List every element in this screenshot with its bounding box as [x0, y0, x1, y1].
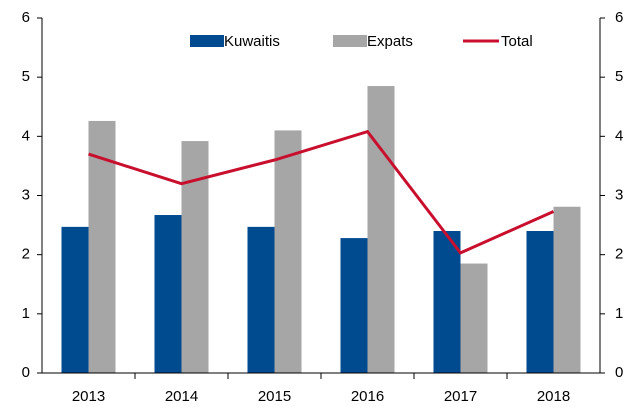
bar: [88, 120, 116, 373]
y-tick-label: 3: [22, 186, 30, 203]
y2-tick-label: 3: [615, 186, 623, 203]
x-tick-label: 2017: [444, 388, 477, 405]
bar: [61, 226, 89, 373]
x-tick-label: 2015: [258, 388, 291, 405]
x-tick-label: 2013: [72, 388, 105, 405]
y2-tick-label: 6: [615, 9, 623, 26]
y2-tick-label: 0: [615, 364, 623, 381]
x-tick-label: 2014: [165, 388, 198, 405]
bar: [247, 226, 275, 373]
y-tick-label: 0: [22, 364, 30, 381]
legend-swatch: [333, 35, 367, 47]
y2-tick-label: 5: [615, 68, 623, 85]
bar: [553, 206, 581, 373]
bar: [460, 263, 488, 373]
bar: [181, 141, 209, 373]
legend-label: Total: [501, 33, 533, 50]
bar: [274, 130, 302, 373]
y-tick-label: 2: [22, 246, 30, 263]
y2-tick-label: 4: [615, 127, 623, 144]
y2-tick-label: 2: [615, 246, 623, 263]
y-tick-label: 4: [22, 127, 30, 144]
y-tick-label: 5: [22, 68, 30, 85]
y2-tick-label: 1: [615, 305, 623, 322]
bar: [433, 231, 461, 373]
bar: [526, 231, 554, 373]
bar: [340, 238, 368, 373]
y-tick-label: 6: [22, 9, 30, 26]
x-tick-label: 2018: [537, 388, 570, 405]
bar: [367, 86, 395, 374]
x-tick-label: 2016: [351, 388, 384, 405]
bar: [154, 215, 182, 373]
y-tick-label: 1: [22, 305, 30, 322]
legend-label: Expats: [367, 33, 413, 50]
legend-swatch: [190, 35, 224, 47]
line-series: [88, 129, 555, 255]
legend-label: Kuwaitis: [224, 33, 280, 50]
